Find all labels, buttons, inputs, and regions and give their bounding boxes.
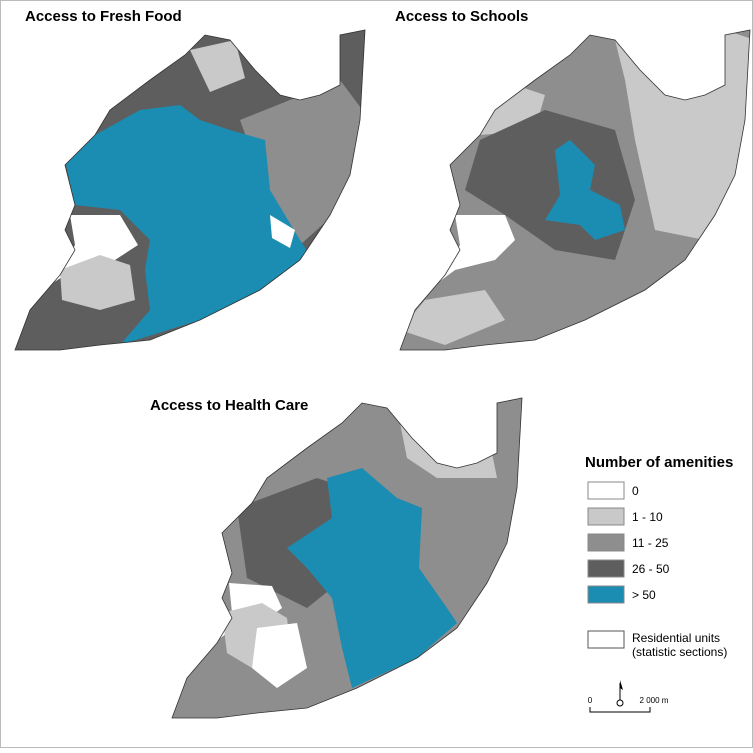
legend-label: Residential units (632, 631, 720, 645)
legend-label: (statistic sections) (632, 645, 727, 659)
map-title: Access to Schools (395, 8, 528, 25)
legend-title: Number of amenities (585, 454, 733, 471)
legend-swatch (587, 507, 625, 526)
legend-swatch (587, 481, 625, 500)
legend-label: > 50 (632, 588, 656, 602)
map-title: Access to Fresh Food (25, 8, 182, 25)
legend: Number of amenities 0 1 - 10 11 - 25 26 - 5… (585, 454, 733, 659)
legend-label: 1 - 10 (632, 510, 663, 524)
scale-label: 2 000 m (640, 696, 669, 705)
legend-swatch (587, 559, 625, 578)
scale-bar: 0 2 000 m (588, 696, 669, 713)
map-title: Access to Health Care (150, 397, 308, 414)
legend-swatch (587, 585, 625, 604)
legend-swatch (587, 630, 625, 649)
legend-label: 0 (632, 484, 639, 498)
scale-label: 0 (588, 696, 593, 705)
legend-label: 26 - 50 (632, 562, 670, 576)
legend-swatch (587, 533, 625, 552)
north-arrow (616, 680, 624, 707)
legend-label: 11 - 25 (632, 536, 669, 550)
